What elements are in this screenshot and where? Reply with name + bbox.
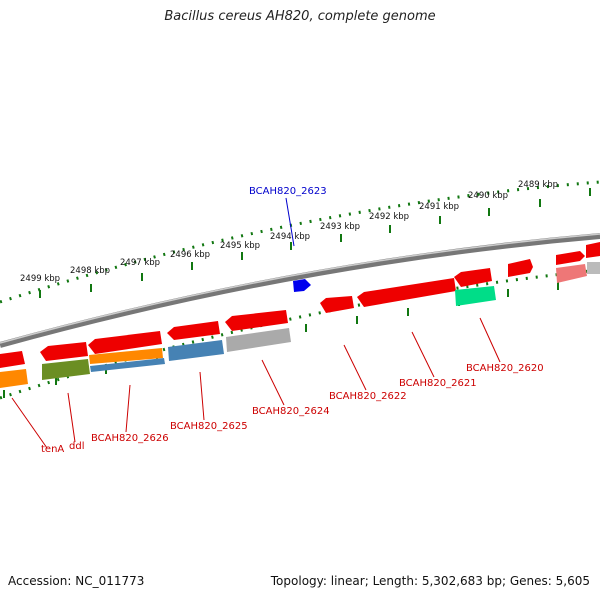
accession-label: Accession: (8, 574, 72, 588)
scale-label: 2496 kbp (170, 250, 210, 260)
genes-label: Genes: (509, 574, 552, 588)
scale-label: 2491 kbp (419, 202, 459, 212)
length-label: Length: (372, 574, 419, 588)
gene-reverse[interactable] (167, 321, 220, 340)
scale-label: 2495 kbp (220, 241, 260, 251)
gene-bcah820-2625[interactable] (168, 340, 224, 361)
length-value: 5,302,683 bp (421, 574, 502, 588)
scale-major-ticks-outer (39, 188, 591, 298)
accession-info: Accession: NC_011773 (8, 574, 144, 588)
gene-ddl-olive[interactable] (42, 359, 90, 380)
gene-label-bcah820-2624[interactable]: BCAH820_2624 (252, 406, 330, 417)
gene-reverse[interactable] (40, 342, 88, 361)
gene-reverse[interactable] (0, 351, 25, 368)
gene-reverse[interactable] (225, 310, 288, 331)
scale-label: 2498 kbp (70, 266, 110, 276)
genome-stats: Topology: linear; Length: 5,302,683 bp; … (270, 574, 590, 588)
scale-label: 2489 kbp (518, 180, 558, 190)
gene-label-bcah820-2625[interactable]: BCAH820_2625 (170, 421, 248, 432)
gene-reverse[interactable] (454, 268, 492, 287)
gene-bcah820-2620[interactable] (455, 286, 496, 306)
gene-reverse[interactable] (320, 296, 354, 313)
scale-label: 2490 kbp (468, 191, 508, 201)
gene-labels: BCAH820_2623 tenA ddl BCAH820_2626 BCAH8… (41, 186, 544, 455)
map-title: Bacillus cereus AH820, complete genome (164, 9, 436, 24)
scale-labels: 2499 kbp 2498 kbp 2497 kbp 2496 kbp 2495… (20, 180, 558, 284)
scale-label: 2497 kbp (120, 258, 160, 268)
gene-bcah820-2626-orange[interactable] (0, 369, 28, 388)
gene-label-bcah820-2622[interactable]: BCAH820_2622 (329, 391, 407, 402)
gene-forward[interactable] (587, 262, 600, 274)
gene-forward[interactable] (586, 242, 600, 258)
accession-value: NC_011773 (75, 574, 145, 588)
gene-reverse[interactable] (357, 278, 456, 307)
gene-label-bcah820-2623[interactable]: BCAH820_2623 (249, 186, 327, 197)
reverse-strand-genes (0, 268, 496, 388)
genes-value: 5,605 (555, 574, 590, 588)
topology-value: linear (330, 574, 365, 588)
scale-ticks-outer (0, 180, 600, 304)
topology-label: Topology: (270, 574, 327, 588)
gene-forward[interactable] (556, 251, 585, 265)
gene-forward[interactable] (556, 264, 587, 283)
gene-label-bcah820-2620[interactable]: BCAH820_2620 (466, 363, 544, 374)
forward-strand-genes (508, 242, 600, 283)
gene-label-bcah820-2621[interactable]: BCAH820_2621 (399, 378, 477, 389)
scale-label: 2499 kbp (20, 274, 60, 284)
gene-bcah820-2624[interactable] (226, 328, 291, 352)
gene-bcah820-2626[interactable] (89, 348, 163, 364)
gene-label-ddl[interactable]: ddl (69, 441, 84, 452)
genome-backbone-highlight (0, 233, 600, 344)
scale-label: 2493 kbp (320, 222, 360, 232)
scale-label: 2492 kbp (369, 212, 409, 222)
label-connectors (11, 197, 501, 449)
genome-backbone (0, 233, 600, 348)
gene-label-bcah820-2626[interactable]: BCAH820_2626 (91, 433, 169, 444)
gene-bcah820-2623[interactable] (293, 279, 311, 292)
scale-ticks-inner (0, 268, 600, 400)
gene-reverse[interactable] (88, 331, 162, 354)
gene-forward[interactable] (508, 259, 533, 277)
scale-label: 2494 kbp (270, 232, 310, 242)
gene-bcah820-2626-blue[interactable] (90, 358, 165, 372)
gene-label-tena[interactable]: tenA (41, 444, 64, 455)
